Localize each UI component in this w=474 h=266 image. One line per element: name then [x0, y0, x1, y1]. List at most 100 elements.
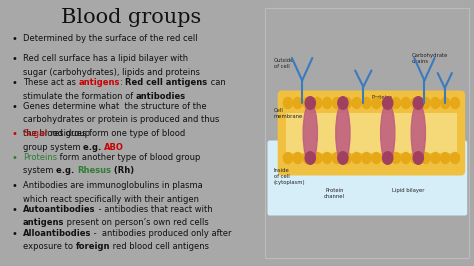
Text: :: : — [120, 78, 126, 87]
Text: •: • — [11, 54, 17, 64]
Circle shape — [303, 98, 312, 109]
Circle shape — [283, 152, 292, 164]
Text: •: • — [11, 34, 17, 44]
Text: e.g.: e.g. — [83, 143, 104, 152]
Ellipse shape — [336, 103, 350, 163]
Text: •: • — [11, 229, 17, 239]
Text: Proteins: Proteins — [372, 95, 392, 101]
Circle shape — [450, 98, 459, 109]
Text: system: system — [23, 167, 56, 176]
Circle shape — [313, 98, 322, 109]
Text: (Rh): (Rh) — [111, 167, 134, 176]
Text: antibodies: antibodies — [136, 92, 186, 101]
Text: Proteins: Proteins — [23, 153, 57, 162]
Text: e.g.: e.g. — [56, 167, 77, 176]
Circle shape — [323, 98, 332, 109]
Text: •: • — [11, 153, 17, 163]
Text: Blood groups: Blood groups — [62, 8, 201, 27]
Text: carbohydrates or protein is produced and thus: carbohydrates or protein is produced and… — [23, 115, 219, 124]
Circle shape — [313, 152, 322, 164]
Text: ABO: ABO — [104, 143, 124, 152]
Circle shape — [333, 98, 341, 109]
Text: Autoantibodies: Autoantibodies — [23, 205, 96, 214]
Text: exposure to: exposure to — [23, 242, 76, 251]
Text: form another type of blood group: form another type of blood group — [57, 153, 201, 162]
Circle shape — [372, 98, 381, 109]
Text: which react specifically with their antigen: which react specifically with their anti… — [23, 195, 199, 204]
Circle shape — [338, 97, 348, 109]
Text: Alloantibodies: Alloantibodies — [23, 229, 91, 238]
Circle shape — [383, 97, 393, 109]
Text: Rhesus: Rhesus — [77, 167, 111, 176]
Circle shape — [303, 152, 312, 164]
Ellipse shape — [381, 103, 395, 163]
Circle shape — [421, 98, 430, 109]
Circle shape — [333, 152, 341, 164]
Text: Protein
channel: Protein channel — [324, 188, 345, 199]
Text: Red cell antigens: Red cell antigens — [126, 78, 208, 87]
Text: Determined by the surface of the red cell: Determined by the surface of the red cel… — [23, 34, 198, 43]
Circle shape — [293, 152, 302, 164]
Text: Antibodies are immunoglobulins in plasma: Antibodies are immunoglobulins in plasma — [23, 181, 203, 190]
Text: •: • — [11, 129, 17, 139]
Circle shape — [413, 152, 423, 164]
Text: Outside
of cell: Outside of cell — [273, 58, 294, 69]
Circle shape — [382, 152, 391, 164]
Text: present on person’s own red cells: present on person’s own red cells — [64, 218, 209, 227]
Circle shape — [441, 98, 450, 109]
Text: •: • — [11, 205, 17, 215]
Circle shape — [450, 152, 459, 164]
Circle shape — [392, 152, 401, 164]
Text: residues form one type of blood: residues form one type of blood — [48, 129, 185, 138]
Text: Sugar: Sugar — [23, 129, 48, 138]
Circle shape — [421, 152, 430, 164]
Circle shape — [362, 98, 371, 109]
Circle shape — [352, 152, 361, 164]
Text: Red cell surface has a lipid bilayer with: Red cell surface has a lipid bilayer wit… — [23, 54, 188, 63]
Text: group system: group system — [23, 143, 83, 152]
Circle shape — [441, 152, 450, 164]
Circle shape — [411, 98, 420, 109]
Text: Carbohydrate
chains: Carbohydrate chains — [412, 53, 448, 64]
Text: -  antibodies produced only after: - antibodies produced only after — [91, 229, 232, 238]
Circle shape — [411, 152, 420, 164]
Text: Inside
of cell
(cytoplasm): Inside of cell (cytoplasm) — [273, 168, 305, 185]
Text: •: • — [11, 78, 17, 88]
Circle shape — [283, 98, 292, 109]
Text: antigens: antigens — [79, 78, 120, 87]
Circle shape — [431, 98, 440, 109]
Text: Lipid bilayer: Lipid bilayer — [392, 188, 424, 193]
Circle shape — [323, 152, 332, 164]
Circle shape — [383, 152, 393, 164]
FancyBboxPatch shape — [267, 140, 467, 215]
Text: •: • — [11, 181, 17, 191]
Circle shape — [392, 98, 401, 109]
Text: the blood group: the blood group — [23, 129, 90, 138]
Text: red blood cell antigens: red blood cell antigens — [110, 242, 209, 251]
Text: stimulate the formation of: stimulate the formation of — [23, 92, 136, 101]
Circle shape — [305, 97, 315, 109]
Text: - antibodies that react with: - antibodies that react with — [96, 205, 212, 214]
Ellipse shape — [303, 103, 318, 163]
Circle shape — [401, 98, 410, 109]
Circle shape — [342, 98, 351, 109]
Circle shape — [352, 98, 361, 109]
Circle shape — [293, 98, 302, 109]
FancyBboxPatch shape — [278, 90, 465, 176]
Circle shape — [372, 152, 381, 164]
Text: Cell
membrane: Cell membrane — [273, 108, 303, 119]
Ellipse shape — [411, 103, 426, 163]
Text: sugar (carbohydrates), lipids and proteins: sugar (carbohydrates), lipids and protei… — [23, 68, 200, 77]
Text: These act as: These act as — [23, 78, 79, 87]
Circle shape — [305, 152, 315, 164]
Text: Genes determine what  the structure of the: Genes determine what the structure of th… — [23, 102, 207, 111]
Circle shape — [413, 97, 423, 109]
Text: foreign: foreign — [76, 242, 110, 251]
Circle shape — [382, 98, 391, 109]
Circle shape — [362, 152, 371, 164]
Circle shape — [431, 152, 440, 164]
Text: can: can — [208, 78, 225, 87]
Circle shape — [401, 152, 410, 164]
Text: •: • — [11, 102, 17, 112]
Circle shape — [338, 152, 348, 164]
